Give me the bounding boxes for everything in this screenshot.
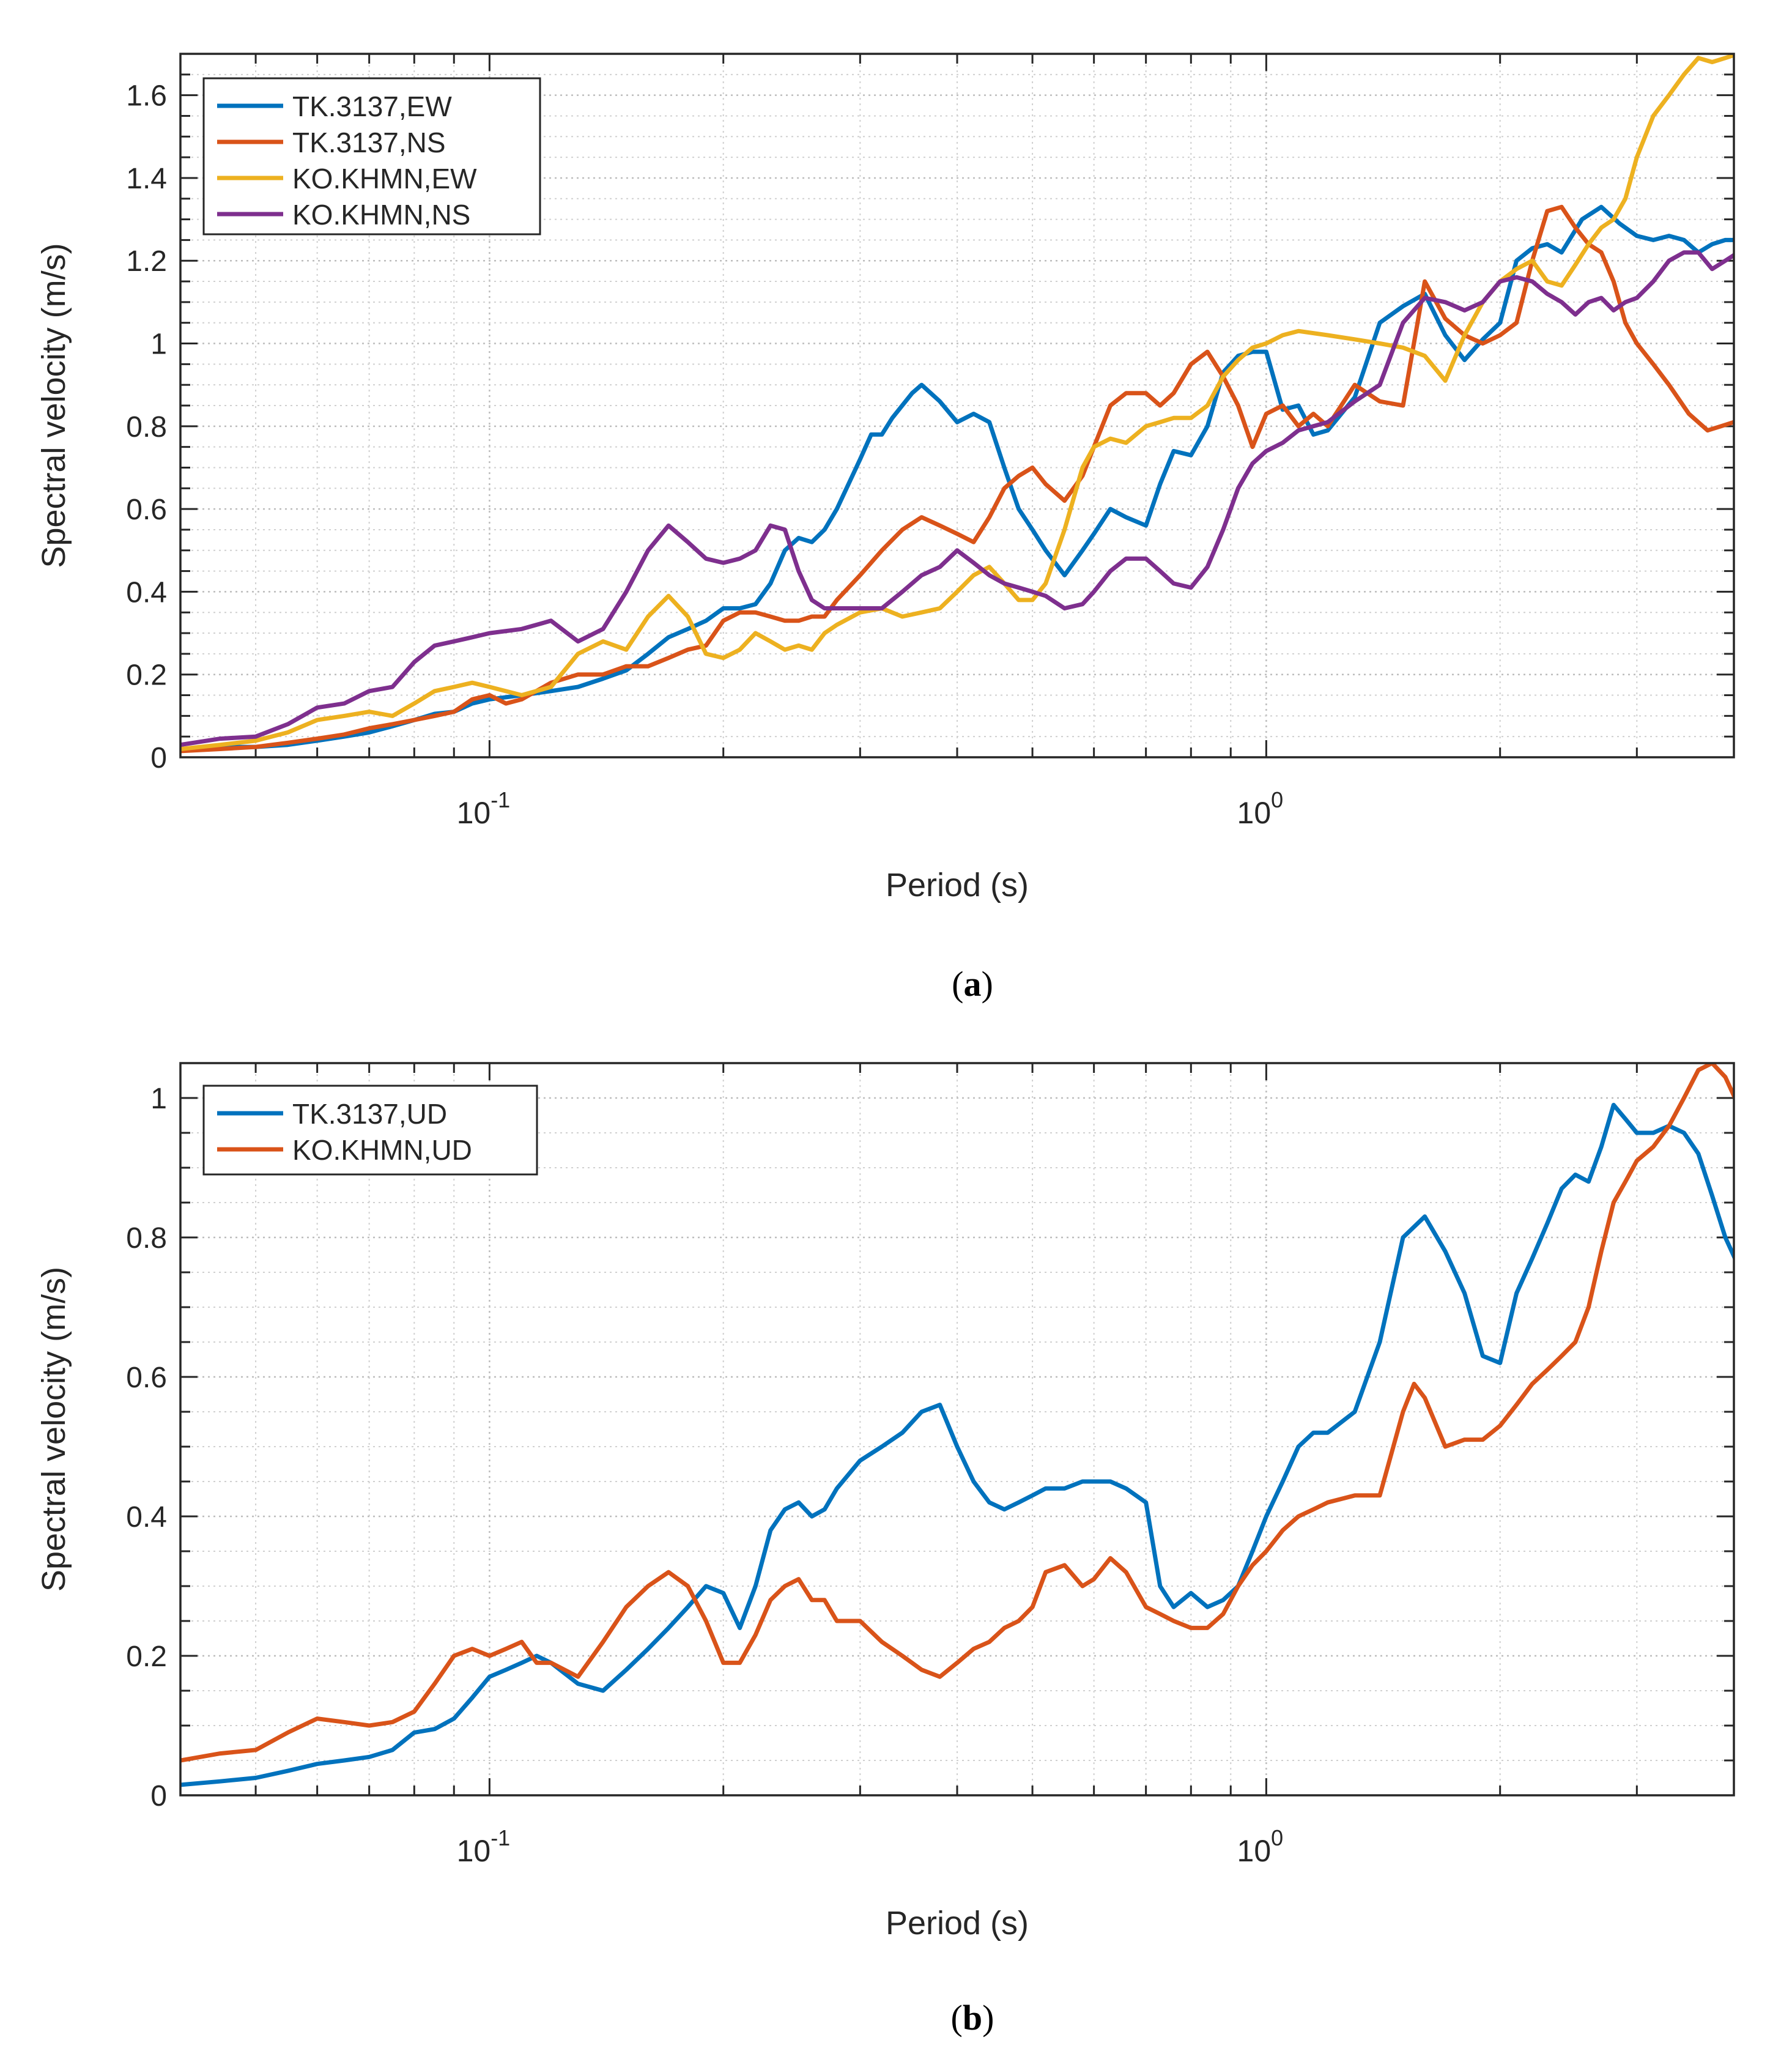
series-line-ko-khmn-ew bbox=[180, 54, 1734, 751]
y-tick-label: 1 bbox=[150, 1083, 167, 1115]
x-tick-label: 10-1 bbox=[457, 1825, 511, 1868]
legend: TK.3137,UD KO.KHMN,UD bbox=[202, 1085, 538, 1176]
legend: TK.3137,EW TK.3137,NS KO.KHMN,EW KO.KHMN,NS bbox=[202, 77, 541, 235]
series-group bbox=[180, 1063, 1734, 1787]
legend-label: KO.KHMN,UD bbox=[292, 1134, 472, 1166]
axes-box bbox=[179, 1062, 1735, 1797]
axes-box bbox=[179, 53, 1735, 758]
legend-label: KO.KHMN,NS bbox=[292, 199, 470, 231]
series-group bbox=[180, 54, 1734, 754]
y-tick-labels: 0 0.2 0.4 0.6 0.8 1 1.2 1.4 1.6 bbox=[126, 80, 167, 774]
series-line-ko-khmn-ud bbox=[180, 1063, 1734, 1763]
series-line-ko-khmn-ns bbox=[180, 250, 1734, 747]
grid bbox=[180, 53, 1735, 758]
x-tick-label: 100 bbox=[1237, 1825, 1284, 1868]
series-line-tk-3137-ud bbox=[180, 1102, 1734, 1787]
y-tick-label: 1.6 bbox=[126, 80, 167, 113]
legend-label: TK.3137,NS bbox=[292, 127, 446, 158]
legend-label: TK.3137,UD bbox=[292, 1098, 447, 1130]
legend-box bbox=[202, 1085, 538, 1176]
y-tick-label: 0.8 bbox=[126, 411, 167, 443]
x-tick-label: 10-1 bbox=[457, 787, 511, 830]
y-tick-label: 0.2 bbox=[126, 659, 167, 692]
chart-panel-a: 0 0.2 0.4 0.6 0.8 1 1.2 1.4 1.6 10-1 100 Period (s)… bbox=[35, 53, 1735, 1004]
y-tick-label: 1.4 bbox=[126, 163, 167, 195]
x-tick-labels: 10-1 100 bbox=[457, 1825, 1284, 1868]
series-line-tk-3137-ns bbox=[180, 204, 1734, 754]
y-tick-label: 0.6 bbox=[126, 1362, 167, 1394]
series-line-tk-3137-ew bbox=[180, 204, 1734, 751]
y-tick-label: 1.2 bbox=[126, 245, 167, 278]
x-axis-label: Period (s) bbox=[886, 867, 1029, 903]
y-tick-label: 0.4 bbox=[126, 1501, 167, 1534]
panel-caption: (b) bbox=[951, 1998, 994, 2038]
ticks bbox=[179, 1062, 1735, 1797]
y-tick-label: 0.2 bbox=[126, 1641, 167, 1673]
y-tick-labels: 0 0.2 0.4 0.6 0.8 1 bbox=[126, 1083, 167, 1812]
x-axis-label: Period (s) bbox=[886, 1905, 1029, 1941]
y-tick-label: 0.8 bbox=[126, 1222, 167, 1255]
legend-label: KO.KHMN,EW bbox=[292, 163, 477, 195]
y-axis-label: Spectral velocity (m/s) bbox=[35, 243, 72, 568]
y-tick-label: 0.4 bbox=[126, 576, 167, 609]
panel-caption: (a) bbox=[952, 964, 993, 1004]
x-tick-labels: 10-1 100 bbox=[457, 787, 1284, 830]
x-tick-label: 100 bbox=[1237, 787, 1284, 830]
y-axis-label: Spectral velocity (m/s) bbox=[35, 1267, 72, 1592]
legend-label: TK.3137,EW bbox=[292, 91, 452, 122]
y-tick-label: 0 bbox=[150, 742, 167, 774]
y-tick-label: 1 bbox=[150, 328, 167, 361]
chart-panel-b: 0 0.2 0.4 0.6 0.8 1 10-1 100 Period (s) Spectral … bbox=[35, 1062, 1735, 2038]
y-tick-label: 0.6 bbox=[126, 494, 167, 526]
y-tick-label: 0 bbox=[150, 1780, 167, 1812]
